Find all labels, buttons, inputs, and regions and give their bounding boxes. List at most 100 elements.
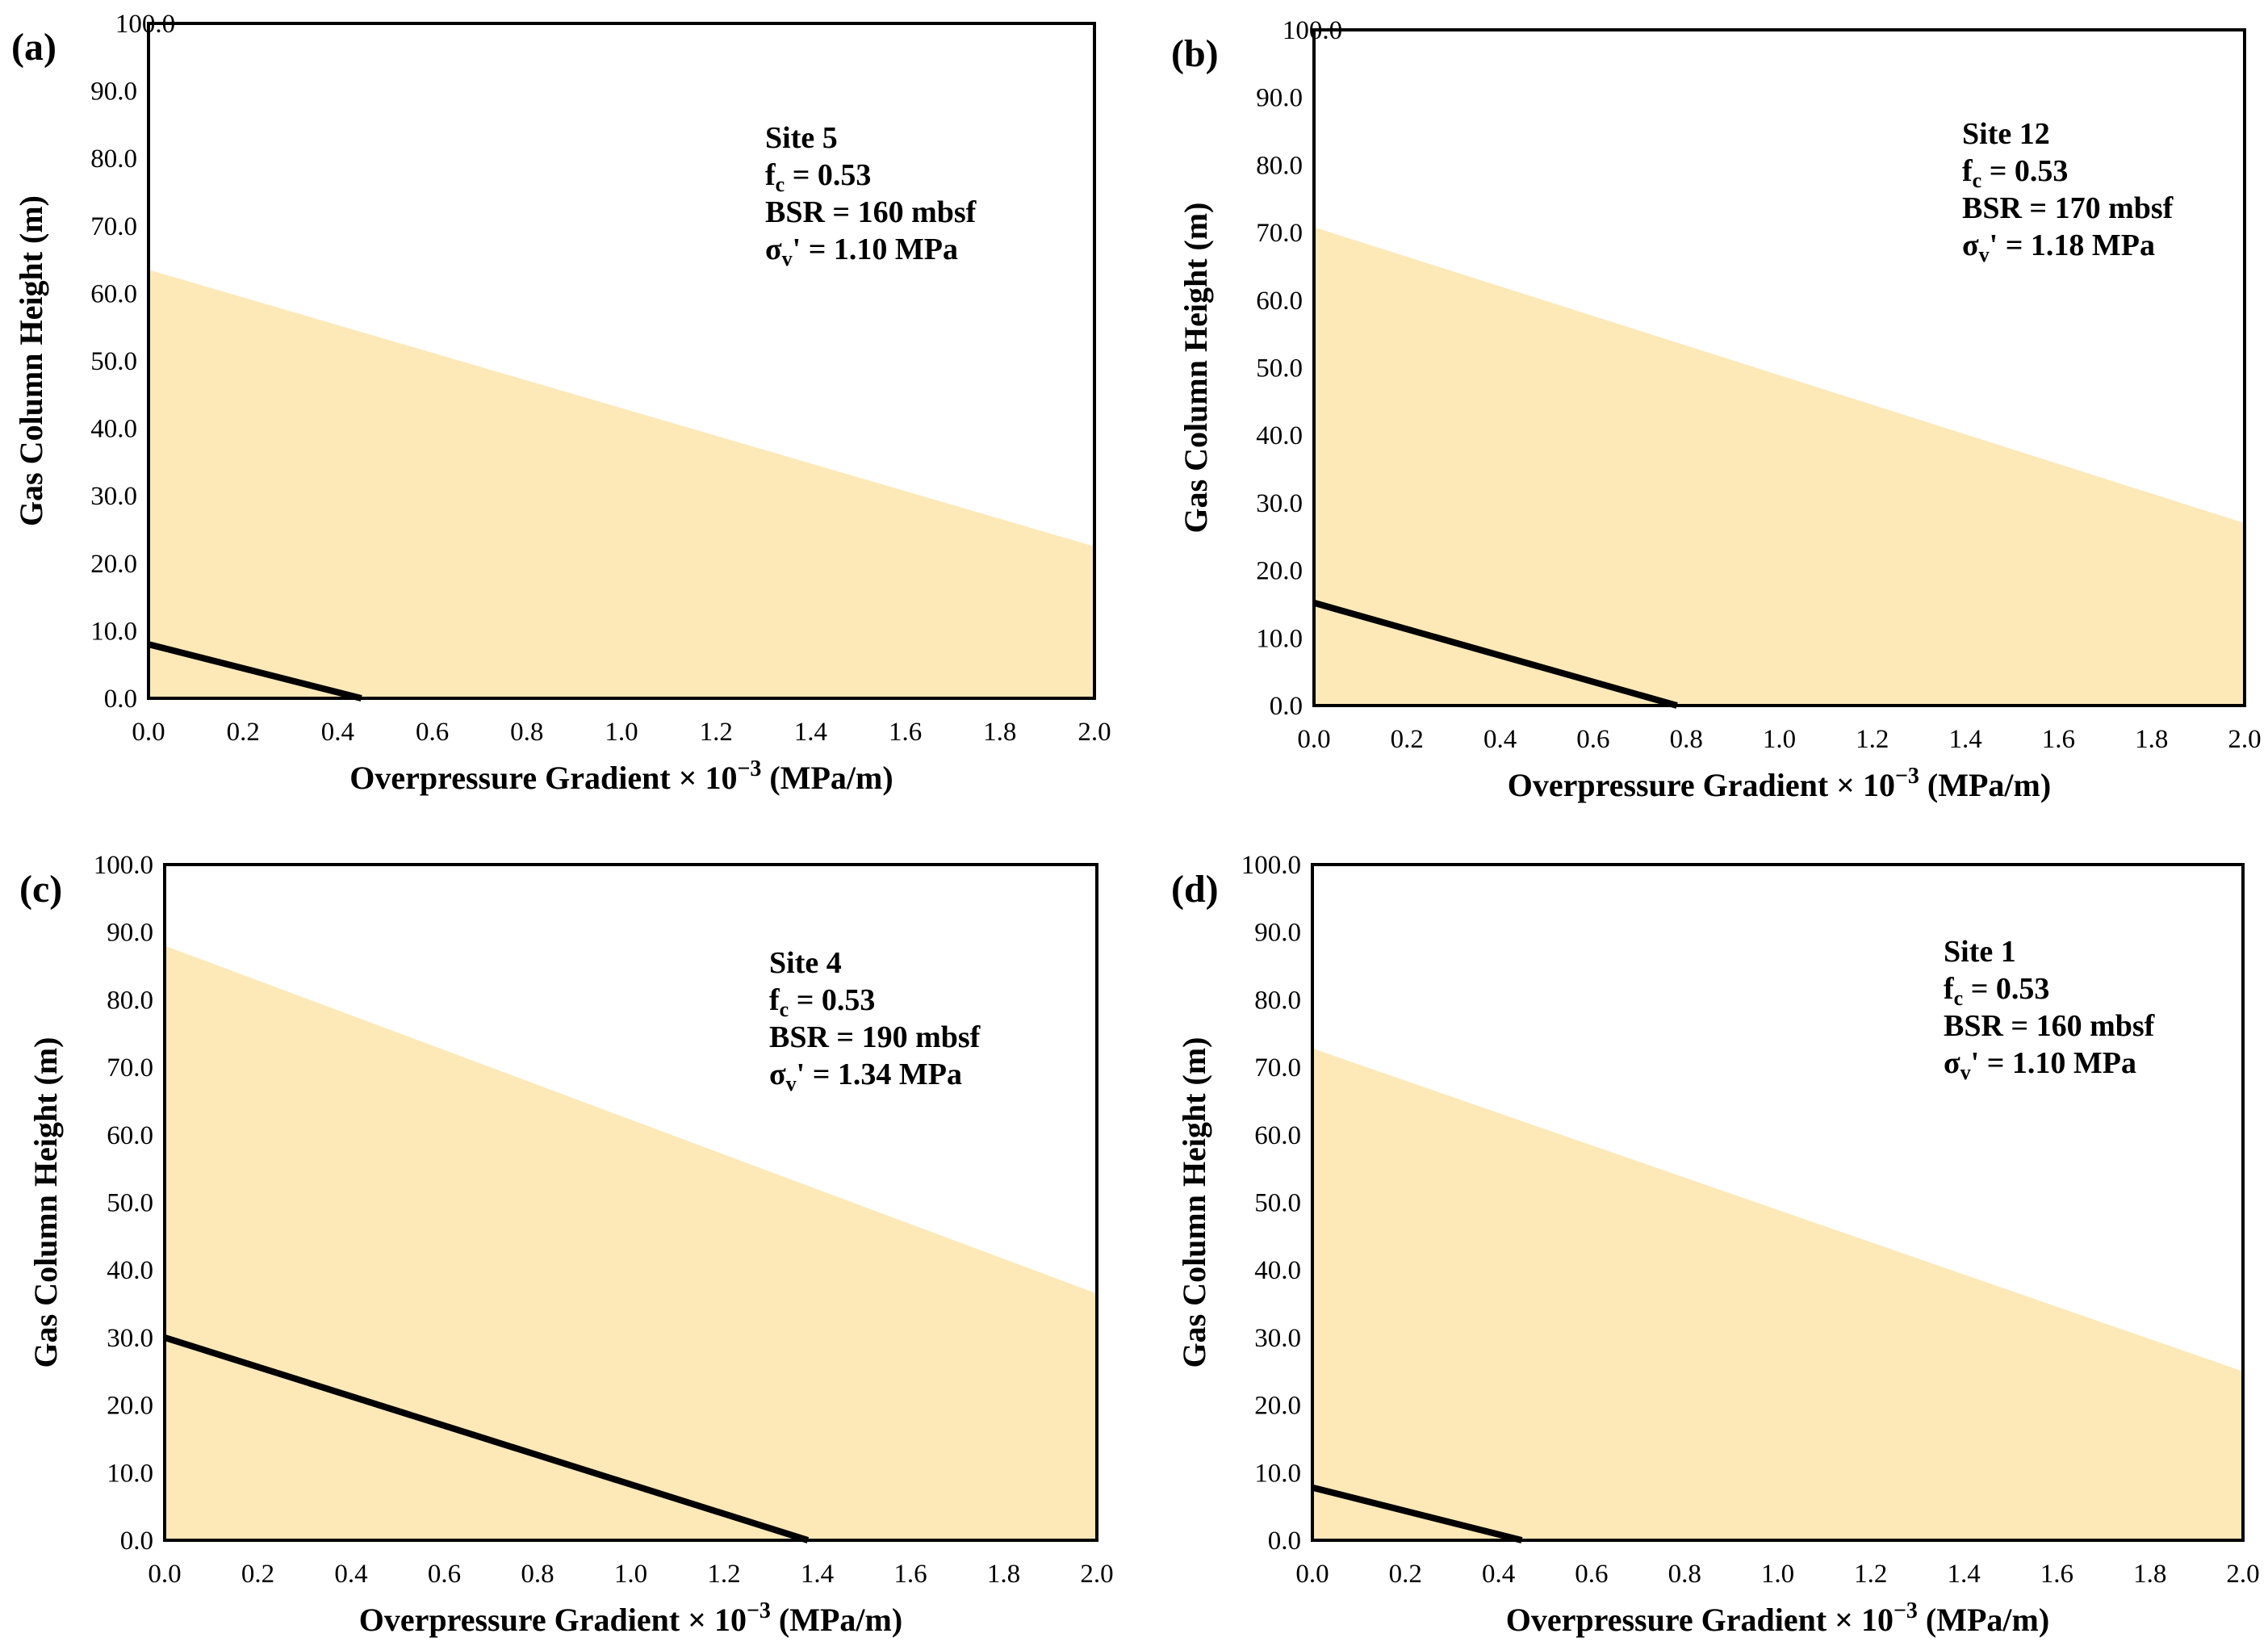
x-tick-label: 1.6 <box>893 1560 927 1589</box>
annotation-sigma: σv' = 1.18 MPa <box>1962 228 2155 266</box>
x-tick-label: 0.4 <box>334 1560 367 1589</box>
plot-frame <box>147 22 1096 700</box>
x-tick-label: 2.0 <box>2228 725 2261 754</box>
y-tick-label: 90.0 <box>1254 919 1301 948</box>
y-tick-label: 60.0 <box>1256 287 1303 316</box>
x-tick-label: 0.6 <box>416 718 449 747</box>
x-tick-label: 0.6 <box>1576 725 1609 754</box>
x-tick-label: 0.2 <box>241 1560 274 1589</box>
y-axis-title: Gas Column Height (m) <box>27 1037 64 1368</box>
x-tick-label: 0.0 <box>132 718 165 747</box>
plot-frame <box>1311 863 2245 1542</box>
annotation-site: Site 1 <box>1944 935 2016 969</box>
x-tick-label: 0.8 <box>521 1560 554 1589</box>
y-axis-title: Gas Column Height (m) <box>1178 203 1214 534</box>
x-tick-label: 1.4 <box>801 1560 834 1589</box>
plot-frame <box>1312 28 2246 707</box>
annotation-bsr: BSR = 160 mbsf <box>765 195 977 229</box>
x-tick-label: 1.6 <box>2042 725 2075 754</box>
y-tick-label: 10.0 <box>1256 624 1303 653</box>
x-tick-label: 0.8 <box>1670 725 1703 754</box>
gas-column-line <box>1312 599 1678 709</box>
x-tick-label: 0.6 <box>1575 1560 1608 1589</box>
y-tick-label: 30.0 <box>107 1324 153 1353</box>
x-tick-label: 0.8 <box>510 718 543 747</box>
y-tick-label: 70.0 <box>107 1053 153 1083</box>
x-tick-label: 1.8 <box>2133 1560 2166 1589</box>
gas-column-line <box>148 641 362 702</box>
y-tick-label: 80.0 <box>90 144 137 174</box>
x-tick-label: 2.0 <box>2226 1560 2259 1589</box>
x-axis-title: Overpressure Gradient × 10−3 (MPa/m) <box>359 1598 902 1638</box>
annotation-sigma: σv' = 1.10 MPa <box>765 232 958 270</box>
y-tick-label: 90.0 <box>107 919 153 948</box>
x-tick-label: 2.0 <box>1078 718 1111 747</box>
y-tick-label: 80.0 <box>1254 986 1301 1015</box>
y-tick-label: 30.0 <box>90 482 137 511</box>
chart-panel-a: 0.0 10.0 20.0 30.0 40.0 50.0 60.0 70.0 80.0 90.0 1… <box>11 10 1111 796</box>
y-tick-label: 80.0 <box>107 986 153 1015</box>
y-tick-label: 40.0 <box>107 1256 153 1285</box>
annotation-site: Site 4 <box>769 946 842 980</box>
y-tick-label: 20.0 <box>107 1392 153 1421</box>
y-tick-label: 100.0 <box>1283 16 1342 45</box>
panel-label: (c) <box>19 868 62 911</box>
y-tick-label: 70.0 <box>1254 1053 1301 1083</box>
x-tick-label: 1.0 <box>1761 1560 1794 1589</box>
annotation-site: Site 12 <box>1962 117 2050 151</box>
y-tick-label: 70.0 <box>90 212 137 241</box>
y-tick-label: 100.0 <box>94 851 153 880</box>
annotation-fc: fc = 0.53 <box>765 158 871 196</box>
x-tick-label: 1.8 <box>2135 725 2168 754</box>
y-tick-label: 40.0 <box>1254 1256 1301 1285</box>
y-tick-label: 20.0 <box>90 550 137 579</box>
y-tick-label: 100.0 <box>1241 851 1301 880</box>
x-tick-label: 1.8 <box>983 718 1016 747</box>
x-tick-label: 2.0 <box>1080 1560 1113 1589</box>
y-tick-label: 30.0 <box>1254 1324 1301 1353</box>
annotation-bsr: BSR = 190 mbsf <box>769 1020 981 1054</box>
annotation-site: Site 5 <box>765 121 838 155</box>
x-tick-label: 1.4 <box>1948 725 1981 754</box>
y-tick-label: 80.0 <box>1256 151 1303 180</box>
annotation-fc: fc = 0.53 <box>769 983 875 1021</box>
y-tick-label: 10.0 <box>1254 1459 1301 1488</box>
plot-frame <box>163 863 1098 1542</box>
x-tick-label: 0.4 <box>321 718 354 747</box>
y-tick-label: 60.0 <box>90 279 137 308</box>
x-tick-label: 0.0 <box>148 1560 181 1589</box>
y-tick-label: 0.0 <box>120 1527 153 1556</box>
annotation-sigma: σv' = 1.34 MPa <box>769 1058 962 1095</box>
annotation-sigma: σv' = 1.10 MPa <box>1944 1046 2136 1084</box>
y-tick-label: 90.0 <box>90 77 137 107</box>
y-tick-label: 30.0 <box>1256 489 1303 518</box>
shaded-region <box>1314 227 2245 706</box>
x-tick-label: 0.4 <box>1482 1560 1515 1589</box>
y-tick-label: 100.0 <box>115 10 175 39</box>
y-tick-label: 40.0 <box>90 415 137 444</box>
x-tick-label: 1.4 <box>1947 1560 1980 1589</box>
x-axis-title: Overpressure Gradient × 10−3 (MPa/m) <box>1506 1598 2049 1638</box>
x-tick-label: 0.2 <box>1389 1560 1422 1589</box>
x-tick-label: 1.0 <box>605 718 638 747</box>
y-tick-label: 40.0 <box>1256 421 1303 450</box>
chart-panel-c: 0.0 10.0 20.0 30.0 40.0 50.0 60.0 70.0 80.0 90.0 1… <box>19 851 1114 1638</box>
x-tick-label: 1.6 <box>889 718 922 747</box>
x-tick-label: 0.0 <box>1295 1560 1329 1589</box>
x-tick-label: 1.0 <box>1763 725 1796 754</box>
x-tick-label: 0.4 <box>1483 725 1517 754</box>
annotation-fc: fc = 0.53 <box>1944 972 2049 1010</box>
x-tick-label: 1.4 <box>794 718 827 747</box>
panel-label: (d) <box>1171 868 1219 911</box>
y-tick-label: 50.0 <box>90 347 137 376</box>
chart-panel-d: 0.0 10.0 20.0 30.0 40.0 50.0 60.0 70.0 80.0 90.0 1… <box>1171 851 2260 1638</box>
annotation-bsr: BSR = 160 mbsf <box>1944 1009 2156 1043</box>
x-tick-label: 1.2 <box>1854 1560 1887 1589</box>
chart-panel-b: 0.0 10.0 20.0 30.0 40.0 50.0 60.0 70.0 80.0 90.0 1… <box>1171 16 2262 803</box>
y-tick-label: 0.0 <box>1268 1527 1301 1556</box>
x-tick-label: 1.6 <box>2040 1560 2073 1589</box>
annotation-bsr: BSR = 170 mbsf <box>1962 191 2174 225</box>
y-tick-label: 60.0 <box>1254 1121 1301 1150</box>
panel-label: (a) <box>11 26 56 69</box>
